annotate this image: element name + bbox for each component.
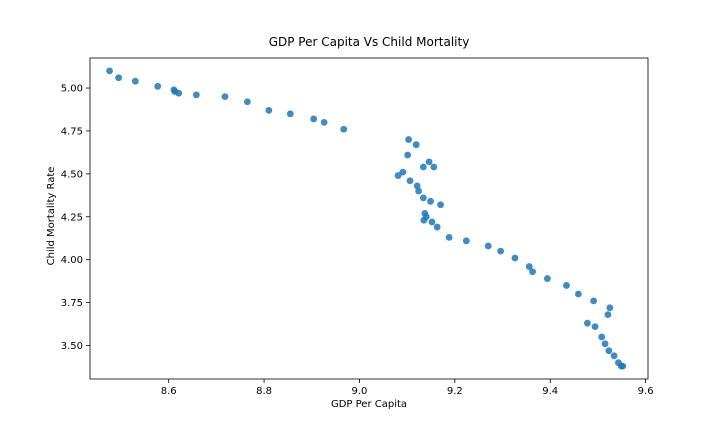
data-point xyxy=(437,201,444,209)
data-point xyxy=(419,194,427,202)
data-point xyxy=(601,340,609,348)
data-point xyxy=(430,163,438,171)
data-point xyxy=(484,242,492,250)
x-tick-label: 9.2 xyxy=(447,386,463,397)
data-point xyxy=(590,297,598,305)
data-point xyxy=(404,151,412,159)
data-point xyxy=(131,77,139,85)
data-point xyxy=(619,362,627,370)
data-point xyxy=(394,172,402,179)
data-point xyxy=(598,333,606,341)
y-axis-title: Child Mortality Rate xyxy=(46,167,57,266)
data-point xyxy=(265,106,273,114)
y-tick-label: 4.00 xyxy=(61,255,83,266)
y-tick-label: 4.50 xyxy=(61,169,83,180)
data-point xyxy=(320,118,328,126)
y-tick-label: 4.75 xyxy=(61,126,83,137)
x-tick-label: 8.6 xyxy=(161,386,177,397)
plot-frame xyxy=(89,57,649,380)
data-point xyxy=(605,347,613,355)
data-point xyxy=(399,168,407,176)
data-point xyxy=(529,268,536,276)
data-point xyxy=(154,82,162,90)
data-point xyxy=(591,323,599,331)
data-point xyxy=(462,237,470,245)
x-tick-label: 9.0 xyxy=(352,386,368,397)
data-point xyxy=(340,125,348,133)
x-tick-label: 9.6 xyxy=(638,386,654,397)
data-point xyxy=(433,223,441,231)
data-point xyxy=(243,98,251,106)
data-point xyxy=(175,89,183,97)
data-point xyxy=(604,311,612,319)
data-point xyxy=(420,216,428,224)
data-point xyxy=(427,197,434,205)
data-point xyxy=(610,352,618,360)
data-point xyxy=(192,91,200,99)
data-point xyxy=(425,158,433,166)
data-point xyxy=(221,93,229,101)
chart-title: GDP Per Capita Vs Child Mortality xyxy=(269,35,470,49)
y-tick-label: 4.25 xyxy=(61,212,83,223)
plot-area: 8.6 8.8 9.0 9.2 9.4 9.6 3.50 3.75 4.00 4.25 4.50 4.… xyxy=(61,57,654,397)
data-point xyxy=(115,74,123,82)
data-point xyxy=(413,182,421,190)
data-point xyxy=(286,110,294,118)
data-point xyxy=(525,263,533,270)
y-tick-label: 3.75 xyxy=(61,298,83,309)
data-point xyxy=(606,304,614,312)
y-tick-label: 5.00 xyxy=(61,84,83,95)
data-point xyxy=(406,177,414,185)
data-point xyxy=(428,218,436,226)
data-point xyxy=(511,254,519,262)
x-tick-label: 8.8 xyxy=(256,386,272,397)
data-point xyxy=(543,275,551,282)
data-point xyxy=(563,282,570,289)
data-point xyxy=(412,141,420,149)
data-point xyxy=(584,319,591,327)
data-point xyxy=(405,136,412,143)
data-point xyxy=(310,115,318,123)
x-axis-title: GDP Per Capita xyxy=(331,399,407,410)
data-point xyxy=(415,187,422,195)
data-point xyxy=(106,67,113,75)
data-point xyxy=(419,163,427,171)
x-tick-label: 9.4 xyxy=(542,386,558,397)
data-point xyxy=(497,247,505,255)
data-point xyxy=(445,233,453,241)
data-point xyxy=(574,290,582,298)
y-tick-label: 3.50 xyxy=(61,341,83,352)
